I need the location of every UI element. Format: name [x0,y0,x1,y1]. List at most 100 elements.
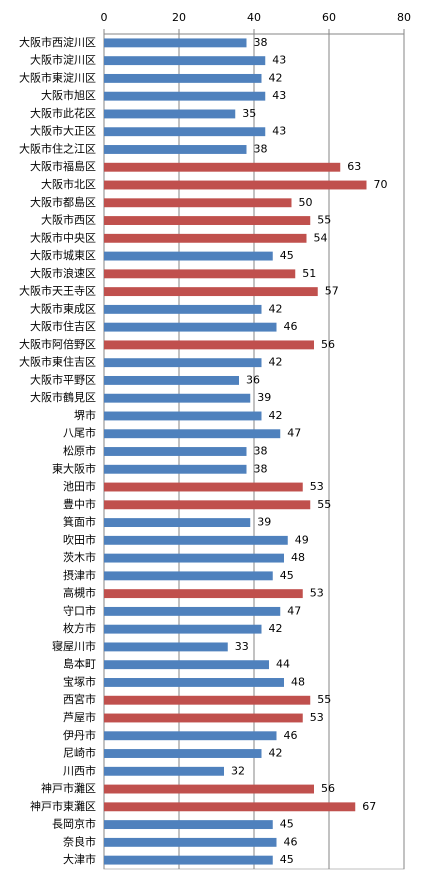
data-label: 38 [254,36,268,49]
data-label: 38 [254,142,268,155]
bar [104,304,262,314]
y-tick-label: 枚方市 [63,621,96,635]
y-tick-label: 大阪市城東区 [30,248,96,262]
bar [104,518,251,528]
y-tick-label: 大阪市西淀川区 [19,35,96,49]
x-tick-label: 0 [101,11,108,24]
y-tick-label: 大阪市北区 [41,177,96,191]
y-tick-label: 茨木市 [63,550,96,564]
data-label: 44 [276,658,290,671]
bar [104,749,262,758]
bar [104,91,266,101]
bar [104,287,318,297]
bar [104,678,284,687]
data-label: 39 [257,516,271,529]
data-label: 54 [314,231,328,244]
y-tick-label: 川西市 [63,763,96,777]
bar [104,198,292,208]
data-label: 38 [254,462,268,475]
y-tick-label: 大阪市淀川区 [30,53,96,67]
bar [104,216,311,225]
data-label: 51 [302,267,316,280]
y-tick-label: 寝屋川市 [52,639,96,653]
bar [104,642,228,652]
bar [104,109,236,119]
y-tick-label: 大阪市西区 [41,213,96,227]
data-label: 45 [280,818,294,831]
y-tick-label: 大阪市浪速区 [30,266,96,280]
y-tick-label: 西宮市 [63,692,96,706]
data-label: 47 [287,427,301,440]
bar [104,802,356,812]
bar [104,251,273,261]
bar [104,56,266,66]
bar [104,464,247,474]
bar [104,233,307,243]
bar [104,624,262,634]
bar [104,375,239,385]
bar [104,322,277,332]
data-label: 46 [284,320,298,333]
bar [104,500,311,510]
y-tick-label: 大阪市平野区 [30,372,96,386]
data-label: 47 [287,604,301,617]
data-label: 43 [272,54,286,67]
data-label: 67 [362,800,376,813]
bar [104,38,247,48]
y-tick-label: 大津市 [63,852,96,866]
y-tick-label: 吹田市 [63,532,96,546]
y-tick-label: 高槻市 [63,586,96,600]
data-label: 38 [254,445,268,458]
data-label: 42 [269,302,283,315]
bar [104,127,266,137]
y-tick-label: 神戸市東灘区 [30,799,96,813]
data-label: 42 [269,747,283,760]
y-tick-label: 島本町 [63,657,96,671]
y-tick-label: 大阪市住之江区 [19,141,96,155]
y-tick-label: 東大阪市 [52,461,96,475]
y-tick-label: 八尾市 [63,426,96,440]
bar [104,589,303,599]
data-label: 55 [317,214,331,227]
y-tick-label: 池田市 [63,479,96,493]
y-tick-label: 摂津市 [63,568,96,582]
bar [104,820,273,830]
y-tick-label: 伊丹市 [63,728,96,742]
data-label: 48 [291,551,305,564]
bar [104,358,262,368]
y-tick-label: 箕面市 [63,515,96,529]
data-label: 70 [374,178,388,191]
data-label: 56 [321,338,335,351]
y-tick-label: 豊中市 [63,497,96,511]
bar [104,713,303,723]
bar [104,340,314,350]
y-tick-label: 大阪市東淀川区 [19,70,96,84]
bar [104,535,288,545]
data-label: 35 [242,107,256,120]
bar [104,837,277,847]
data-label: 53 [310,711,324,724]
bar [104,855,273,865]
data-label: 45 [280,853,294,866]
bar [104,393,251,403]
y-tick-label: 大阪市中央区 [30,230,96,244]
data-label: 50 [299,196,313,209]
x-tick-label: 20 [172,11,186,24]
y-tick-label: 芦屋市 [63,710,96,724]
data-label: 42 [269,409,283,422]
data-label: 63 [347,160,361,173]
y-tick-label: 大阪市都島区 [30,195,96,209]
data-label: 49 [295,533,309,546]
y-tick-label: 尼崎市 [63,746,96,760]
bar [104,731,277,741]
data-label: 42 [269,71,283,84]
data-label: 36 [246,373,260,386]
data-label: 46 [284,729,298,742]
bar [104,162,341,172]
y-tick-label: 大阪市天王寺区 [19,284,96,298]
bar [104,411,262,421]
bar [104,269,296,279]
bar [104,447,247,456]
y-tick-label: 堺市 [74,408,96,422]
